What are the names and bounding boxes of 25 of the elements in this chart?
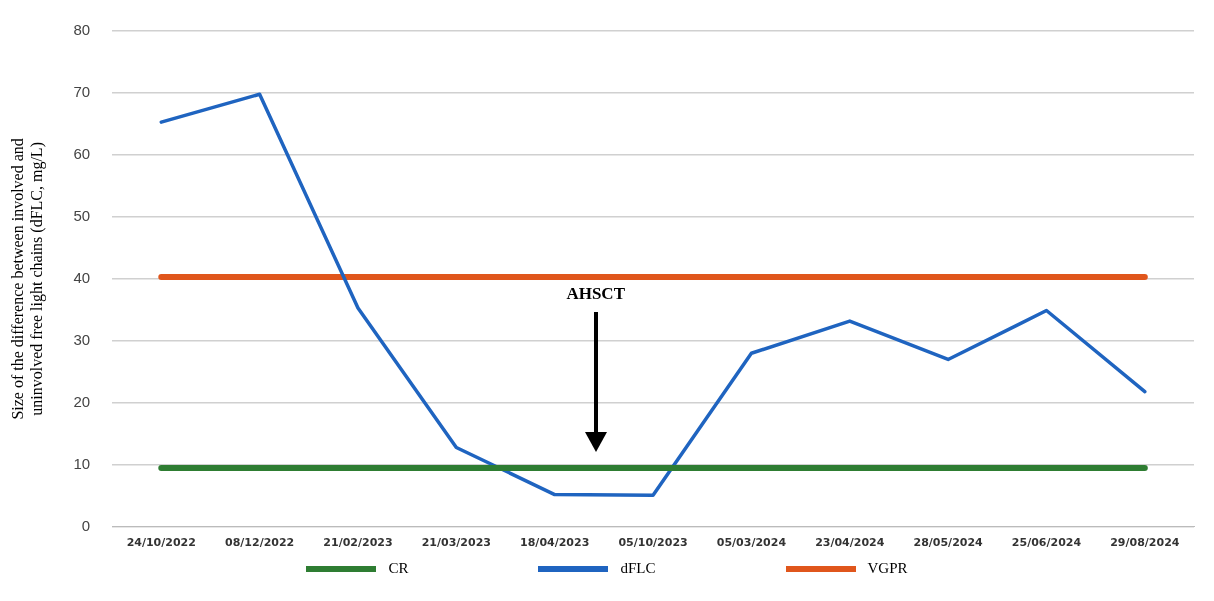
x-tick-label: 23/04/2024 xyxy=(815,536,885,550)
y-tick-label: 40 xyxy=(73,269,91,287)
legend-label: dFLC xyxy=(620,560,656,577)
x-tick-label: 18/04/2023 xyxy=(520,536,590,550)
annotation: AHSCT xyxy=(566,284,625,305)
x-tick-label: 24/10/2022 xyxy=(126,536,196,550)
y-tick-label: 70 xyxy=(73,83,91,101)
y-tick-label: 60 xyxy=(73,145,91,163)
legend-label: CR xyxy=(388,560,409,577)
x-tick-label: 21/02/2023 xyxy=(323,536,393,550)
x-tick-label: 05/03/2024 xyxy=(716,536,787,550)
y-tick-label: 10 xyxy=(73,454,91,472)
y-tick-label: 0 xyxy=(81,516,91,534)
x-tick-label: 25/06/2024 xyxy=(1011,536,1082,550)
y-tick-label: 80 xyxy=(73,21,91,39)
y-tick-label: 30 xyxy=(73,331,91,349)
x-tick-label: 05/10/2023 xyxy=(618,536,688,550)
x-tick-label: 29/08/2024 xyxy=(1110,536,1180,550)
y-tick-label: 20 xyxy=(73,392,91,410)
x-tick-label: 08/12/2022 xyxy=(224,536,295,550)
x-tick-label: 28/05/2024 xyxy=(913,536,984,550)
y-axis-title: Size of the difference between involved and uninvolved free light chains (dFLC, mg/L) xyxy=(8,138,46,420)
legend-label: VGPR xyxy=(867,560,908,577)
x-tick-label: 21/03/2023 xyxy=(421,536,491,550)
y-tick-label: 50 xyxy=(73,207,91,225)
